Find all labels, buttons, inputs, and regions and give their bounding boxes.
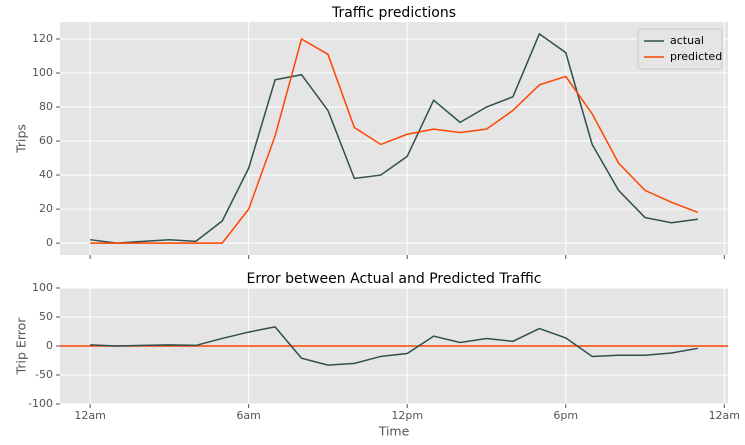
legend-label: actual [670, 34, 704, 47]
y-axis-label: Trips [14, 124, 29, 154]
x-tick-label: 12am [74, 409, 105, 422]
x-tick-label: 12pm [391, 409, 423, 422]
y-tick-label: 100 [32, 281, 53, 294]
y-tick-label: -50 [35, 368, 53, 381]
y-tick-label: 80 [39, 100, 53, 113]
y-axis-label: Trip Error [14, 317, 29, 376]
series-line [90, 326, 699, 366]
y-tick-label: 100 [32, 66, 53, 79]
x-tick-label: 6pm [553, 409, 578, 422]
x-tick-label: 12am [709, 409, 740, 422]
legend-label: predicted [670, 50, 722, 63]
y-tick-label: 20 [39, 202, 53, 215]
y-tick-label: 50 [39, 310, 53, 323]
x-axis-label: Time [378, 424, 410, 439]
x-tick-label: 6am [236, 409, 260, 422]
plot-area [60, 22, 728, 255]
y-tick-label: 0 [46, 339, 53, 352]
y-tick-label: 60 [39, 134, 53, 147]
chart-title: Error between Actual and Predicted Traff… [247, 271, 542, 287]
series-line [90, 37, 699, 244]
chart-title: Traffic predictions [331, 5, 456, 21]
series-line [90, 32, 698, 244]
legend-box [637, 28, 723, 70]
y-tick-label: 40 [39, 168, 53, 181]
y-tick-label: 120 [32, 32, 53, 45]
y-tick-label: 0 [46, 236, 53, 249]
y-tick-label: -100 [28, 397, 53, 410]
